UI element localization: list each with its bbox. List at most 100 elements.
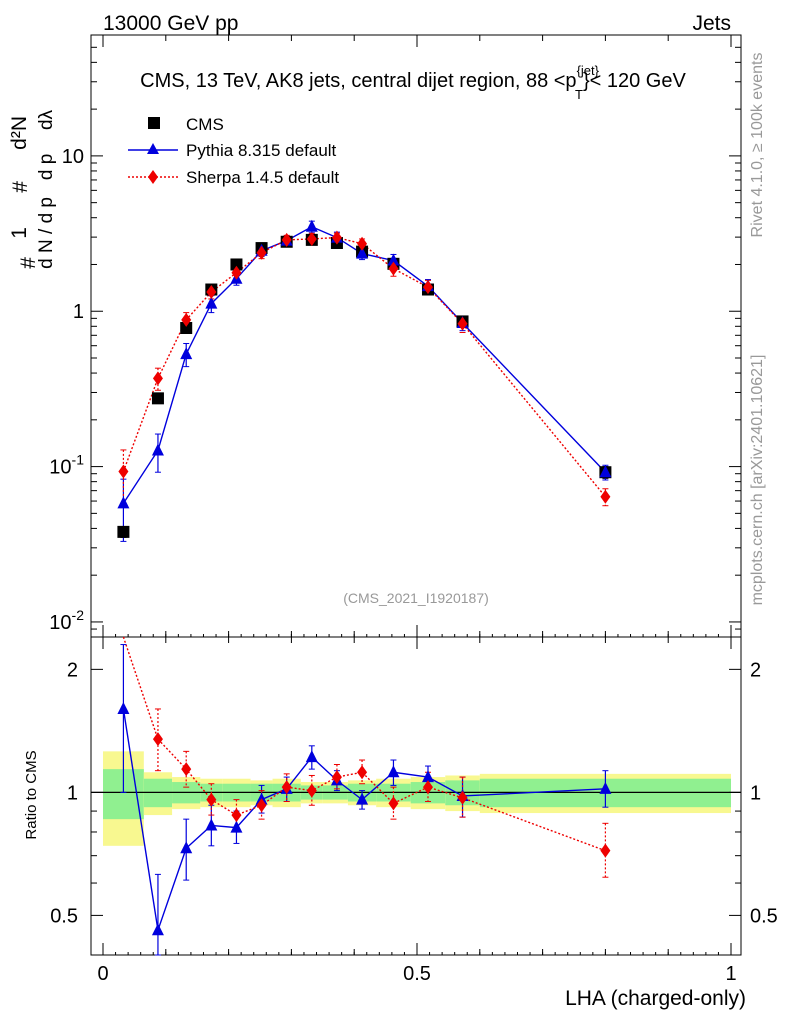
pythia-ratio-point [180, 841, 193, 854]
series-lines [122, 225, 606, 931]
pythia-main-point [599, 465, 612, 478]
ylabel-denom2: d p [36, 154, 57, 180]
energy-label: 13000 GeV pp [103, 12, 238, 35]
sherpa-main-point [457, 316, 468, 331]
pythia-ratio-point [387, 765, 400, 778]
pythia-ratio-point [205, 818, 218, 831]
sherpa-ratio-point [231, 808, 242, 823]
ylabel-num: d²N [8, 116, 31, 150]
y-tick-label: 1 [73, 301, 84, 323]
sherpa-ratio-point [388, 796, 399, 811]
ratio-y-tick-label-right: 1 [750, 782, 761, 804]
sherpa-ratio-point [181, 762, 192, 777]
sherpa-ratio-point [281, 780, 292, 795]
pythia-ratio-point [230, 820, 243, 833]
pythia-ratio-point [356, 792, 369, 805]
pythia-main-point [205, 296, 218, 309]
sherpa-main-point [118, 464, 129, 479]
pythia-ratio-point [599, 781, 612, 794]
sherpa-main-point [181, 312, 192, 327]
y-tick-label: 10-2 [49, 607, 84, 634]
ylabel-denom1: d N / d p [36, 197, 57, 269]
ratio-y-tick-label: 2 [67, 659, 78, 681]
sherpa-ratio-point [331, 770, 342, 785]
rivet-label: Rivet 4.1.0, ≥ 100k events [749, 53, 766, 238]
pythia-ratio-point [117, 701, 130, 714]
ylabel-hash1: # [17, 257, 40, 269]
pythia-main-point [305, 219, 318, 232]
main-title-text-b: }< 120 GeV [583, 70, 687, 92]
main-ylabel-text: # 1 d N / d p # d p d²N dλ [8, 109, 57, 268]
sherpa-ratio-point [357, 765, 368, 780]
sherpa-main-point [600, 489, 611, 504]
sherpa-main-point [331, 230, 342, 245]
legend-pythia-marker [147, 143, 159, 154]
sherpa-ratio-point [600, 843, 611, 858]
pythia-main-point [117, 496, 130, 509]
legend-cms-marker [148, 117, 160, 129]
cms-main-point [151, 392, 164, 405]
ylabel-dlambda: dλ [36, 109, 57, 130]
ylabel-hash2: # [9, 181, 32, 193]
legend: CMS Pythia 8.315 default Sherpa 1.4.5 de… [128, 115, 339, 187]
pythia-ratio-line [122, 708, 606, 931]
sherpa-ratio-point [206, 792, 217, 807]
sherpa-main-point [281, 232, 292, 247]
cms-main-point [180, 322, 193, 335]
category-label: Jets [692, 12, 731, 35]
y-tick-label: 10 [62, 146, 84, 168]
pythia-ratio-point [421, 770, 434, 783]
main-title-sup: {jet} [577, 63, 600, 78]
ratio-panel-frame [90, 636, 742, 956]
sherpa-main-point [231, 265, 242, 280]
legend-cms-label: CMS [186, 115, 224, 134]
sherpa-ratio-point [152, 732, 163, 747]
analysis-watermark: (CMS_2021_I1920187) [343, 590, 489, 606]
sherpa-main-point [206, 284, 217, 299]
main-title-sub: T [575, 87, 583, 102]
main-ylabel: # 1 d N / d p # d p d²N dλ [8, 109, 57, 268]
ratio-y-tick-label: 0.5 [50, 905, 78, 927]
x-tick-label: 1 [725, 963, 736, 985]
ratio-y-tick-label-right: 0.5 [750, 905, 778, 927]
main-title-text-a: CMS, 13 TeV, AK8 jets, central dijet reg… [140, 70, 576, 92]
sherpa-ratio-point [457, 790, 468, 805]
mcplots-label: mcplots.cern.ch [arXiv:2401.10621] [749, 355, 766, 606]
pythia-main-point [356, 246, 369, 259]
sherpa-main-point [357, 236, 368, 251]
sherpa-ratio-point [422, 780, 433, 795]
sherpa-main-point [152, 371, 163, 386]
pythia-main-point [180, 347, 193, 360]
y-tick-label: 10-1 [49, 452, 84, 479]
ylabel-one: 1 [8, 227, 31, 239]
x-axis-label: LHA (charged-only) [565, 987, 746, 1010]
sherpa-main-point [422, 280, 433, 295]
ratio-y-tick-label-right: 2 [750, 659, 761, 681]
pythia-ratio-point [305, 750, 318, 763]
axis-tick-labels: 0 0.5 1 10-2 10-1 1 10 0.5 0.5 1 1 2 2 [49, 146, 778, 985]
ratio-y-tick-label: 1 [67, 782, 78, 804]
main-title: CMS, 13 TeV, AK8 jets, central dijet reg… [140, 63, 686, 102]
x-tick-label: 0 [97, 963, 108, 985]
sherpa-main-point [388, 261, 399, 276]
series-markers [117, 219, 612, 936]
legend-pythia-label: Pythia 8.315 default [186, 141, 337, 160]
x-tick-label: 0.5 [403, 963, 431, 985]
axis-ticks [91, 34, 741, 956]
ratio-ylabel: Ratio to CMS [23, 750, 40, 839]
sherpa-ratio-point [256, 798, 267, 813]
pythia-main-line [122, 225, 606, 504]
sherpa-main-point [306, 231, 317, 246]
legend-sherpa-marker [148, 170, 158, 184]
sherpa-main-line [122, 236, 606, 498]
pythia-ratio-point [151, 923, 164, 936]
pythia-main-point [151, 443, 164, 456]
cms-main-point [230, 258, 243, 271]
sherpa-main-point [256, 245, 267, 260]
cms-main-point [117, 525, 130, 538]
sherpa-ratio-line [122, 636, 606, 852]
error-bars [120, 220, 609, 956]
sherpa-ratio-point [306, 783, 317, 798]
